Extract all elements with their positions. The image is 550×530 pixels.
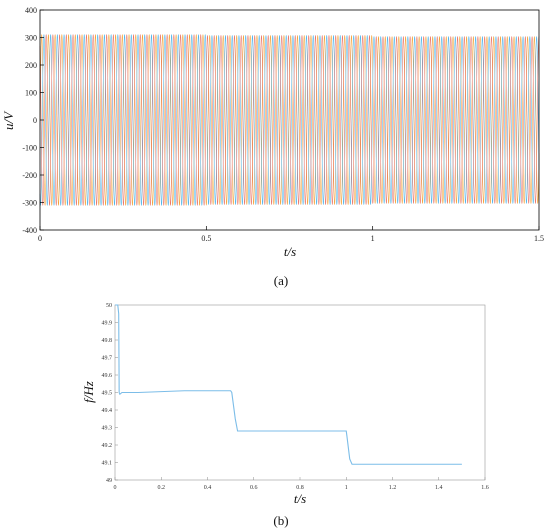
panel-b-x-tick-label: 0 [114, 485, 117, 491]
panel-b-y-tick-label: 49.8 [102, 338, 113, 344]
panel-a-y-tick-label: -100 [22, 144, 37, 153]
panel-a-x-axis-label: t/s [284, 244, 296, 259]
panel-b-y-tick-label: 49.2 [102, 443, 113, 449]
panel-a-y-tick-label: 0 [33, 116, 37, 125]
panel-a-y-tick-label: -300 [22, 199, 37, 208]
voltage-phase-line-3 [39, 34, 540, 206]
panel-a-y-tick-label: 300 [25, 34, 37, 43]
panel-a-x-tick-label: 1.5 [534, 234, 544, 243]
panel-a-y-tick-label: -400 [22, 226, 37, 235]
panel-b-y-ticks: 50 49.9 49.8 49.7 49.6 49.5 49.4 49.3 49.2 49.1 49 [102, 303, 118, 484]
panel-b-y-tick-label: 49.9 [102, 321, 113, 327]
panel-b-plot-frame [114, 304, 486, 481]
voltage-waveforms [39, 34, 540, 206]
panel-b-y-tick-label: 49.6 [102, 373, 113, 379]
panel-a-x-tick-label: 1 [371, 234, 375, 243]
frequency-series-line [115, 304, 462, 465]
panel-a-y-axis-label: u/V [1, 110, 16, 130]
panel-b: 50 49.9 49.8 49.7 49.6 49.5 49.4 49.3 49.2 49.1 49… [81, 303, 489, 528]
panel-b-x-tick-label: 0.4 [204, 485, 212, 491]
panel-b-y-axis-label: f/Hz [81, 381, 96, 403]
panel-a-x-tick-label: 0.5 [201, 234, 211, 243]
panel-a-y-tick-label: -200 [22, 171, 37, 180]
panel-a: 400 300 200 100 0 -100 -200 -300 -400 0 0.5 1 1.5 u… [1, 6, 544, 288]
panel-b-y-tick-label: 49.3 [102, 426, 113, 432]
panel-b-y-tick-label: 49 [106, 478, 112, 484]
panel-b-x-tick-label: 1.6 [481, 485, 489, 491]
panel-a-caption: (a) [274, 273, 288, 288]
panel-b-x-axis-label: t/s [294, 491, 306, 506]
panel-b-x-tick-label: 1.4 [435, 485, 443, 491]
panel-a-y-tick-label: 100 [25, 89, 37, 98]
panel-a-y-ticks: 400 300 200 100 0 -100 -200 -300 -400 [22, 6, 44, 235]
panel-a-y-tick-label: 400 [25, 6, 37, 15]
panel-b-x-tick-label: 1.2 [389, 485, 397, 491]
panel-b-y-tick-label: 49.1 [102, 461, 113, 467]
panel-b-x-ticks: 0 0.2 0.4 0.6 0.8 1 1.2 1.4 1.6 [114, 477, 489, 491]
panel-a-x-tick-label: 0 [38, 234, 42, 243]
panel-b-x-tick-label: 1 [345, 485, 348, 491]
panel-b-caption: (b) [273, 513, 288, 528]
panel-a-x-ticks: 0 0.5 1 1.5 [38, 226, 544, 243]
panel-b-y-tick-label: 49.5 [102, 391, 113, 397]
panel-b-y-tick-label: 50 [106, 303, 112, 309]
voltage-phase-line-2 [39, 34, 540, 206]
panel-b-y-tick-label: 49.4 [102, 408, 113, 414]
panel-b-y-tick-label: 49.7 [102, 356, 113, 362]
panel-b-x-tick-label: 0.2 [158, 485, 166, 491]
panel-b-x-tick-label: 0.8 [296, 485, 304, 491]
panel-a-y-tick-label: 200 [25, 61, 37, 70]
panel-b-x-tick-label: 0.6 [250, 485, 258, 491]
